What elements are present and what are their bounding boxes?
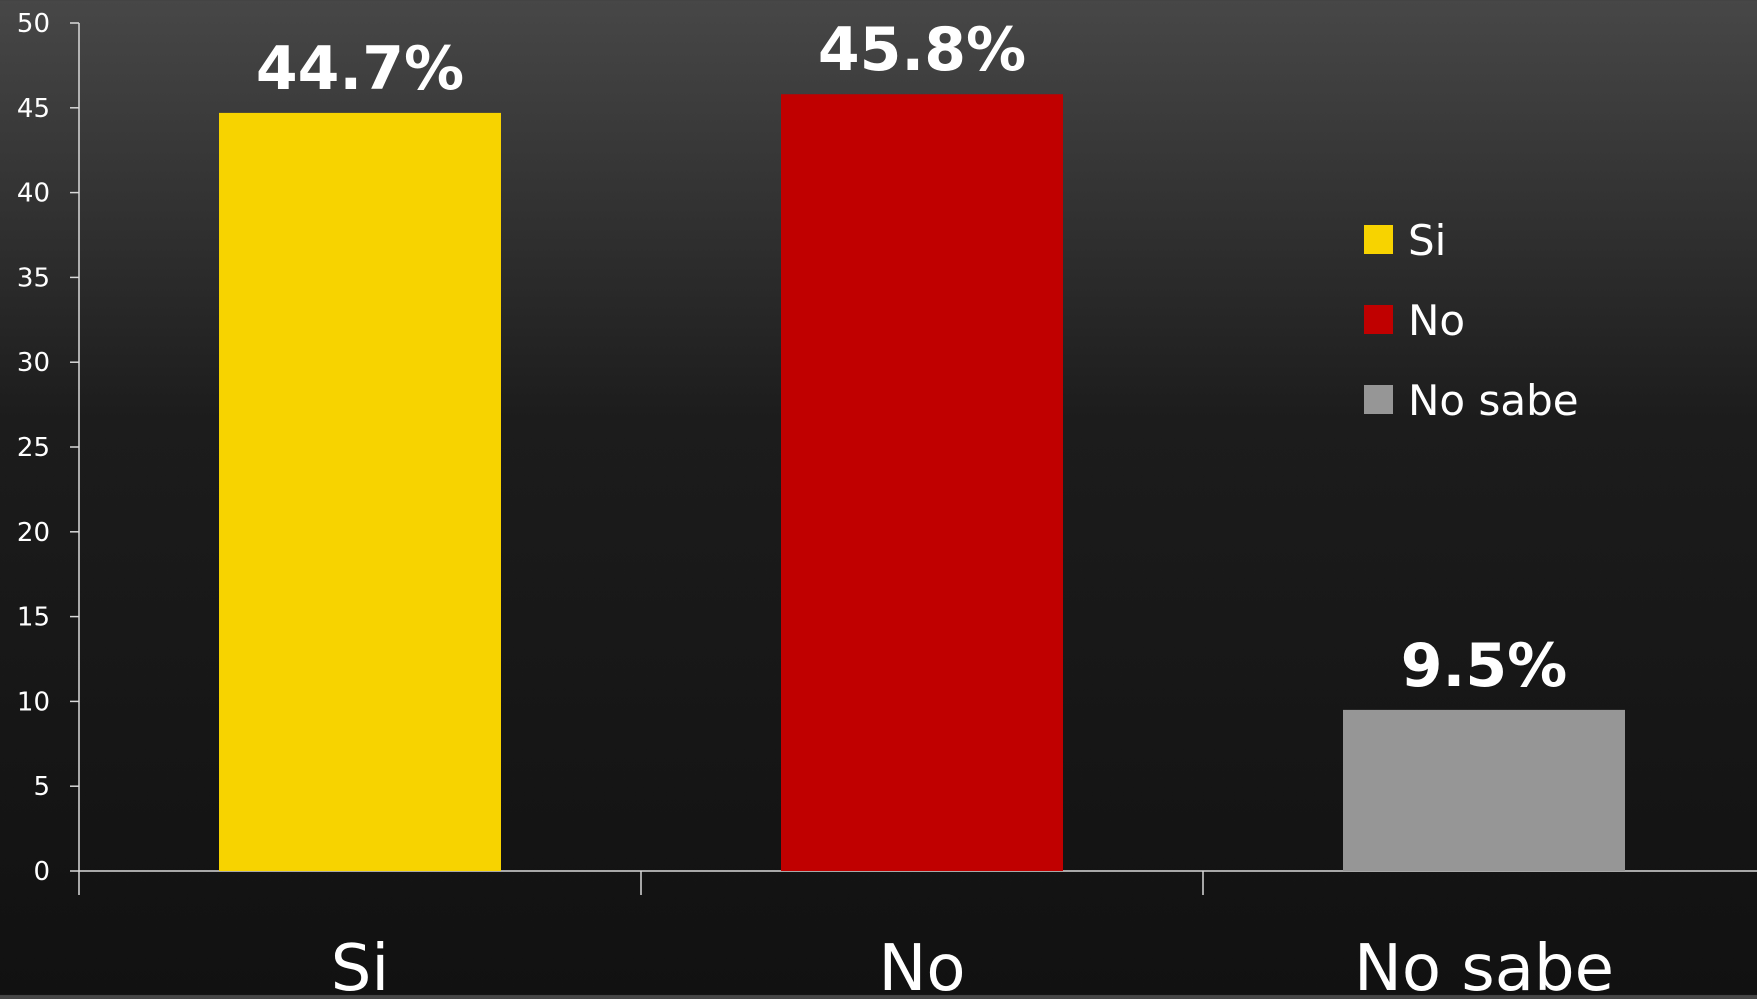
- y-tick-label: 25: [17, 433, 50, 463]
- x-category-label: No: [878, 932, 965, 995]
- x-category-label: Si: [331, 932, 389, 995]
- bar-no: [781, 94, 1063, 872]
- legend-swatch: [1364, 305, 1393, 334]
- legend-label: No sabe: [1408, 376, 1579, 425]
- y-tick-label: 30: [17, 348, 50, 378]
- y-tick-label: 20: [17, 518, 50, 548]
- y-tick-label: 15: [17, 603, 50, 633]
- legend-label: No: [1408, 296, 1465, 345]
- bar-si: [219, 112, 501, 871]
- y-tick-label: 5: [33, 772, 50, 802]
- legend-swatch: [1364, 385, 1393, 414]
- data-label: 44.7%: [256, 34, 464, 104]
- y-tick-label: 50: [17, 9, 50, 39]
- data-label: 45.8%: [818, 15, 1026, 85]
- legend-swatch: [1364, 225, 1393, 254]
- y-tick-label: 35: [17, 263, 50, 293]
- bars: [219, 94, 1625, 872]
- y-tick-label: 0: [33, 857, 50, 887]
- legend-label: Si: [1408, 216, 1446, 265]
- y-tick-label: 10: [17, 687, 50, 717]
- x-category-label: No sabe: [1354, 932, 1614, 995]
- y-tick-label: 45: [17, 94, 50, 124]
- data-label: 9.5%: [1401, 631, 1567, 701]
- y-tick-label: 40: [17, 179, 50, 209]
- legend: Si No No sabe: [1364, 216, 1579, 425]
- data-labels: 44.7% Si 45.8% No 9.5% No sabe: [256, 15, 1614, 999]
- bar-no-sabe: [1343, 709, 1625, 871]
